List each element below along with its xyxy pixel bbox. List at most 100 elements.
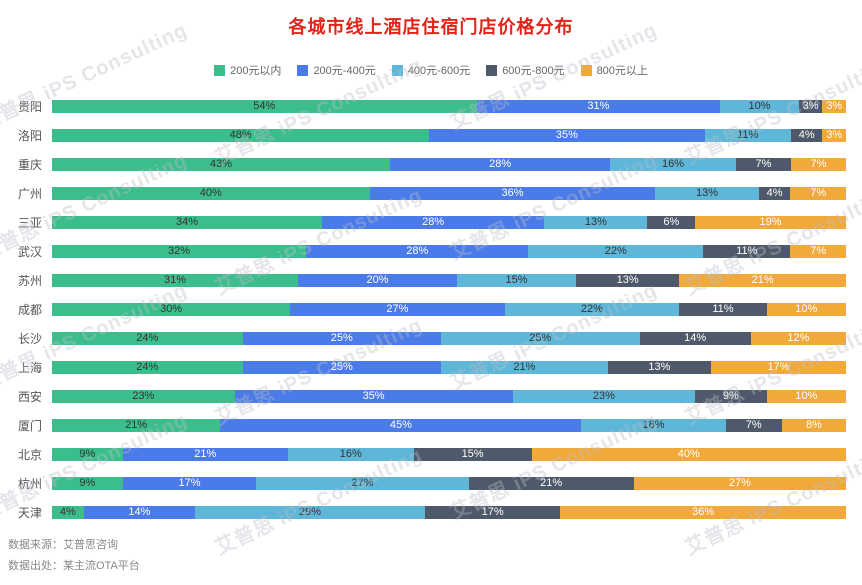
bar-segment: 31%	[52, 274, 299, 287]
bar-segment: 21%	[679, 274, 846, 287]
bar-segment: 4%	[758, 187, 791, 200]
segment-value-label: 9%	[722, 390, 739, 402]
legend-label: 200元-400元	[313, 65, 376, 77]
stacked-bar: 9% 17% 27% 21% 27%	[52, 477, 846, 490]
chart-row: 厦门 21% 45% 18% 7% 8%	[8, 411, 846, 440]
segment-value-label: 21%	[194, 448, 217, 460]
segment-value-label: 54%	[253, 100, 276, 112]
bar-segment: 30%	[52, 303, 291, 316]
bar-segment: 27%	[256, 477, 469, 490]
segment-value-label: 30%	[160, 303, 183, 315]
bar-segment: 7%	[790, 245, 846, 258]
bar-segment: 16%	[610, 158, 736, 171]
bar-segment: 28%	[390, 158, 611, 171]
segment-value-label: 21%	[751, 274, 774, 286]
bar-segment: 48%	[52, 129, 430, 142]
bar-segment: 3%	[798, 100, 823, 113]
chart-row: 洛阳 48% 35% 11% 4% 3%	[8, 121, 846, 150]
segment-value-label: 29%	[299, 506, 322, 518]
stacked-bar: 43% 28% 16% 7% 7%	[52, 158, 847, 171]
bar-segment: 28%	[321, 216, 545, 229]
y-axis-label: 长沙	[17, 332, 42, 346]
bar-segment: 25%	[242, 332, 442, 345]
segment-value-label: 6%	[663, 216, 680, 228]
bar-segment: 21%	[468, 477, 634, 490]
legend-item[interactable]: 200元以内	[214, 62, 281, 78]
segment-value-label: 16%	[662, 158, 685, 170]
bar-segment: 23%	[512, 390, 696, 403]
bar-segment: 28%	[306, 245, 529, 258]
chart-rows: 贵阳 54% 31% 10% 3% 3% 洛阳 48% 35% 11% 4% 3% 重庆 43% 28% 16…	[8, 92, 847, 527]
y-axis-label: 上海	[17, 361, 42, 375]
segment-value-label: 9%	[79, 448, 96, 460]
y-axis-label: 武汉	[17, 245, 42, 259]
segment-value-label: 21%	[125, 419, 148, 431]
y-axis-label: 杭州	[17, 477, 42, 491]
chart-row: 天津 4% 14% 29% 17% 36%	[8, 498, 847, 527]
segment-value-label: 24%	[136, 332, 159, 344]
bar-segment: 36%	[560, 506, 847, 519]
y-axis-label: 贵阳	[17, 100, 42, 114]
legend-item[interactable]: 800元以上	[580, 62, 648, 78]
bar-segment: 17%	[711, 361, 846, 374]
segment-value-label: 40%	[199, 187, 222, 199]
segment-value-label: 4%	[59, 506, 76, 518]
bar-segment: 32%	[52, 245, 307, 258]
stacked-bar: 48% 35% 11% 4% 3%	[52, 129, 846, 142]
legend-swatch-icon	[214, 64, 226, 76]
bar-segment: 34%	[52, 216, 322, 229]
chart-row: 苏州 31% 20% 15% 13% 21%	[8, 266, 846, 295]
segment-value-label: 23%	[592, 390, 615, 402]
bar-segment: 54%	[52, 100, 477, 113]
bar-segment: 17%	[122, 477, 257, 490]
chart-row: 上海 24% 25% 21% 13% 17%	[8, 353, 846, 382]
segment-value-label: 13%	[696, 187, 719, 199]
segment-value-label: 48%	[229, 129, 252, 141]
bar-segment: 24%	[52, 361, 243, 374]
segment-value-label: 15%	[461, 448, 484, 460]
legend-item[interactable]: 600元-800元	[486, 62, 565, 78]
chart-row: 广州 40% 36% 13% 4% 7%	[8, 179, 846, 208]
segment-value-label: 22%	[580, 303, 603, 315]
legend-swatch-icon	[391, 64, 403, 76]
bar-segment: 31%	[476, 100, 721, 113]
segment-value-label: 31%	[164, 274, 187, 286]
segment-value-label: 21%	[540, 477, 563, 489]
segment-value-label: 13%	[616, 274, 639, 286]
legend-item[interactable]: 200元-400元	[297, 62, 376, 78]
bar-segment: 14%	[83, 506, 195, 519]
segment-value-label: 25%	[330, 332, 353, 344]
bar-segment: 21%	[441, 361, 608, 374]
bar-segment: 35%	[234, 390, 513, 403]
data-origin-note: 数据出处：某主流OTA平台	[8, 560, 140, 573]
bar-segment: 13%	[576, 274, 680, 287]
bar-segment: 12%	[750, 332, 846, 345]
legend-item[interactable]: 400元-600元	[391, 62, 470, 78]
segment-value-label: 40%	[677, 448, 700, 460]
stacked-bar: 31% 20% 15% 13% 21%	[52, 274, 846, 287]
bar-segment: 8%	[781, 419, 846, 432]
bar-segment: 36%	[369, 187, 656, 200]
legend: 200元以内 200元-400元 400元-600元 600元-800元 800元以上	[0, 63, 862, 77]
bar-segment: 11%	[704, 129, 791, 142]
segment-value-label: 11%	[737, 129, 759, 141]
footer: 数据来源：艾普思咨询 数据出处：某主流OTA平台	[8, 535, 140, 577]
segment-value-label: 18%	[642, 419, 665, 431]
chart-row: 西安 23% 35% 23% 9% 10%	[8, 382, 847, 411]
bar-segment: 13%	[655, 187, 759, 200]
chart-row: 重庆 43% 28% 16% 7% 7%	[8, 150, 847, 179]
bar-segment: 27%	[633, 477, 846, 490]
chart-row: 三亚 34% 28% 13% 6% 19%	[8, 208, 846, 237]
stacked-bar: 24% 25% 21% 13% 17%	[52, 361, 846, 374]
segment-value-label: 17%	[481, 506, 504, 518]
y-axis-label: 三亚	[17, 216, 42, 230]
bar-segment: 22%	[528, 245, 704, 258]
bar-segment: 10%	[766, 303, 847, 316]
chart-row: 贵阳 54% 31% 10% 3% 3%	[8, 92, 846, 121]
bar-segment: 22%	[504, 303, 680, 316]
bar-segment: 25%	[242, 361, 442, 374]
segment-value-label: 7%	[810, 158, 827, 170]
bar-segment: 19%	[695, 216, 846, 229]
chart-area: 贵阳 54% 31% 10% 3% 3% 洛阳 48% 35% 11% 4% 3% 重庆 43% 28% 16…	[8, 92, 847, 527]
bar-segment: 7%	[735, 158, 791, 171]
